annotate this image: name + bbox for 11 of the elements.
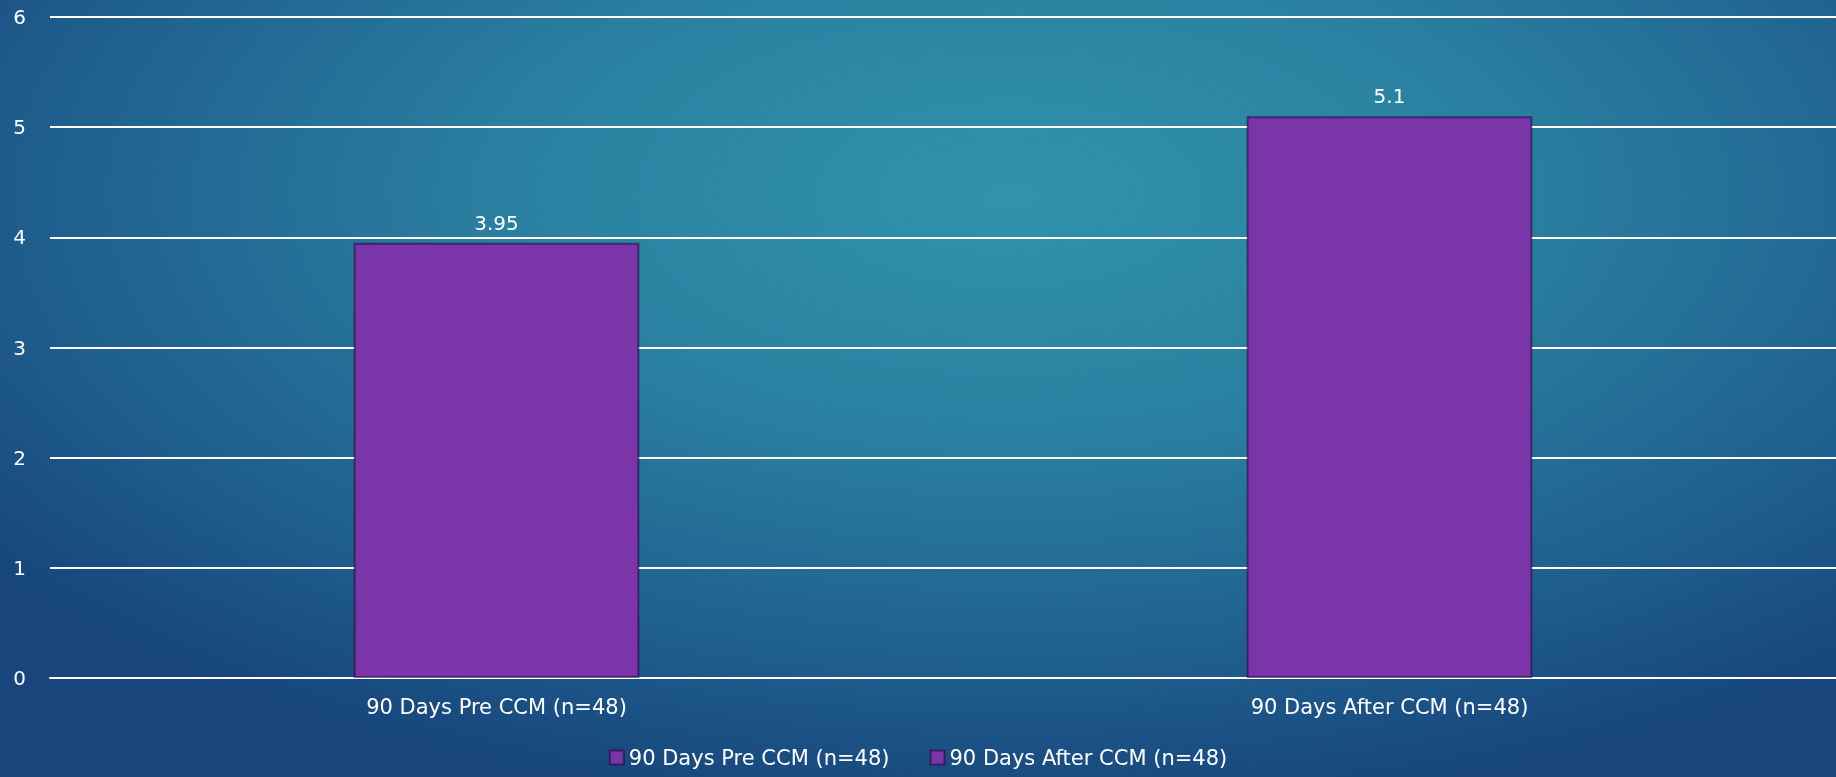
legend-label: 90 Days After CCM (n=48) [949, 745, 1228, 770]
y-tick-label: 5 [13, 115, 26, 140]
y-tick-label: 1 [13, 555, 26, 580]
data-label: 5.1 [1373, 84, 1406, 109]
y-tick-label: 4 [13, 225, 26, 250]
y-tick-label: 0 [13, 666, 26, 690]
legend-label: 90 Days Pre CCM (n=48) [628, 745, 890, 770]
y-tick-label: 3 [13, 335, 26, 360]
data-label: 3.95 [474, 210, 519, 235]
y-tick-label: 6 [13, 5, 26, 29]
y-tick-label: 2 [13, 445, 26, 470]
